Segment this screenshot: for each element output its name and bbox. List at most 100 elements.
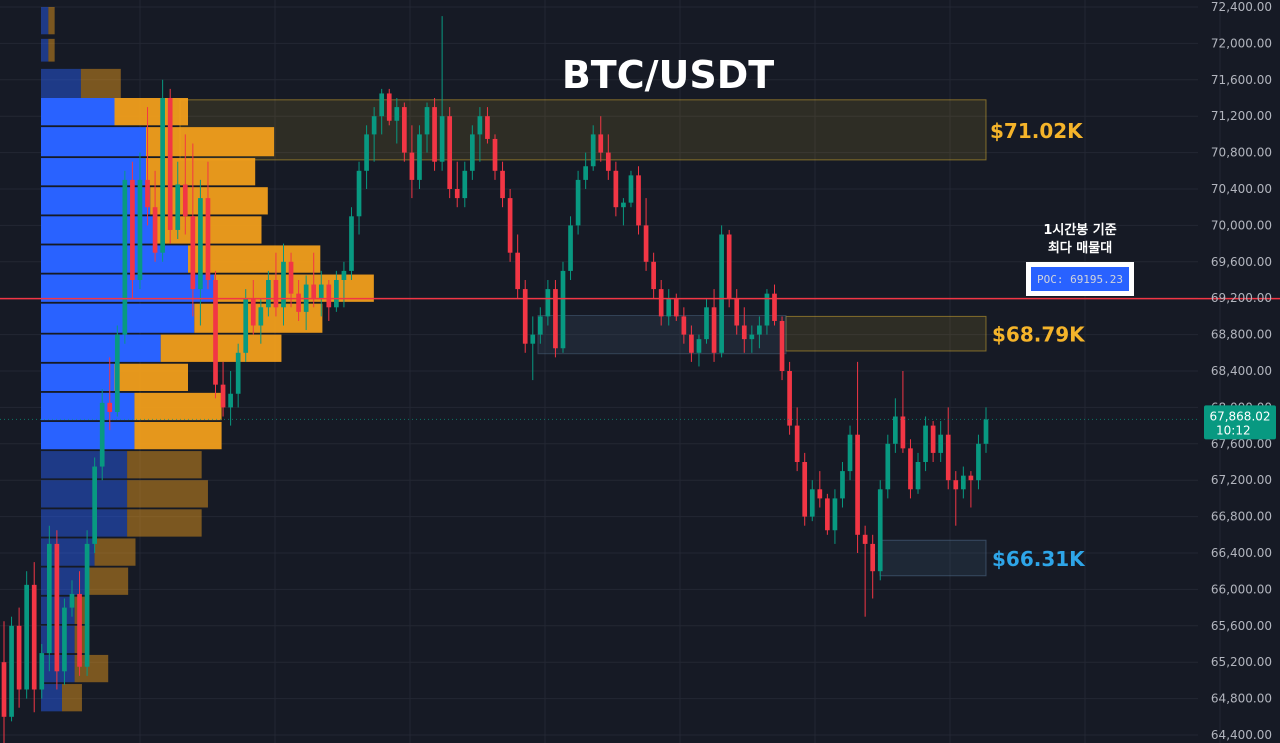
candle-body (1, 662, 7, 717)
vp-sell-bar (127, 480, 208, 508)
secondary-zone (537, 314, 787, 355)
candle-body (492, 138, 498, 171)
support-zone-label: $66.31K (992, 547, 1086, 571)
candle-body (213, 280, 218, 385)
candle-body (364, 134, 369, 171)
y-tick-label: 68,800.00 (1211, 328, 1272, 342)
candle-body (817, 489, 823, 499)
vp-buy-bar (41, 127, 146, 157)
vp-buy-bar (41, 7, 49, 35)
candle-body (84, 543, 90, 667)
vp-buy-bar (41, 98, 115, 126)
current-price-tag (1204, 405, 1276, 440)
vp-sell-bar (127, 509, 202, 537)
vp-sell-bar (48, 38, 55, 62)
mid-zone (785, 315, 987, 352)
vp-sell-bar (160, 334, 282, 362)
candle-body (69, 593, 75, 608)
candle-body (779, 320, 785, 371)
y-tick-label: 70,000.00 (1211, 218, 1272, 232)
candle-body (568, 225, 573, 271)
candle-body (696, 339, 702, 353)
vp-buy-bar (41, 480, 128, 508)
candle-body (334, 280, 339, 308)
candle-body (711, 307, 717, 353)
zones (179, 99, 987, 577)
candle-body (553, 289, 558, 349)
vp-buy-bar (41, 158, 146, 186)
current-price-countdown: 10:12 (1216, 423, 1251, 437)
candle-body (296, 293, 301, 312)
candle-body (681, 316, 687, 335)
candle-body (515, 252, 521, 290)
candle-body (938, 434, 944, 453)
candle-body (318, 284, 324, 299)
vp-sell-bar (48, 7, 55, 35)
vp-buy-bar (41, 684, 62, 712)
candle-body (847, 434, 853, 472)
y-tick-label: 71,600.00 (1211, 73, 1272, 87)
price-axis[interactable]: 64,400.00 64,800.00 65,200.00 65,600.00 66,0… (1211, 0, 1272, 742)
y-tick-label: 67,600.00 (1211, 437, 1272, 451)
candle-body (122, 179, 128, 335)
candle-body (734, 298, 740, 326)
candle-body (409, 152, 415, 180)
candle-body (945, 434, 951, 481)
candle-body (386, 93, 392, 121)
vp-sell-bar (62, 684, 82, 712)
candle-body (666, 298, 672, 317)
poc-label: POC: 69195.23 (1037, 273, 1123, 286)
candle-body (976, 443, 981, 481)
candle-body (243, 298, 249, 353)
poc-annotation: 1시간봉 기준 (1043, 222, 1116, 238)
candle-body (741, 325, 747, 340)
candle-body (160, 98, 165, 253)
candles (1, 16, 989, 743)
vp-buy-bar (41, 245, 188, 273)
candle-body (560, 270, 566, 349)
candle-body (198, 198, 203, 290)
chart-title: BTC/USDT (562, 53, 774, 97)
y-tick-label: 64,400.00 (1211, 728, 1272, 742)
candle-body (62, 607, 67, 672)
candle-body (92, 466, 97, 544)
candle-body (500, 170, 505, 199)
candle-body (658, 289, 664, 317)
candle-body (522, 289, 528, 344)
candle-body (220, 384, 226, 408)
candle-body (983, 419, 989, 444)
vp-sell-bar (134, 421, 222, 450)
candle-body (923, 425, 928, 462)
y-tick-label: 65,200.00 (1211, 655, 1272, 669)
candle-body (77, 593, 82, 667)
vp-sell-bar (94, 538, 136, 566)
candle-body (757, 325, 762, 335)
candle-body (953, 480, 959, 490)
candle-body (24, 584, 30, 690)
candle-body (477, 116, 483, 135)
candle-body (794, 425, 800, 462)
candle-body (870, 543, 876, 572)
candle-body (54, 543, 60, 672)
candle-body (651, 261, 656, 290)
candle-body (379, 93, 385, 117)
candle-body (454, 189, 460, 199)
candle-body (908, 448, 913, 490)
candle-body (311, 284, 317, 299)
y-tick-label: 68,400.00 (1211, 364, 1272, 378)
vp-buy-bar (41, 38, 49, 62)
candle-body (235, 352, 241, 394)
candle-body (636, 175, 641, 226)
candle-body (288, 261, 294, 294)
candle-body (356, 170, 362, 217)
candle-body (439, 116, 445, 162)
candle-body (273, 280, 279, 308)
candle-body (114, 334, 120, 412)
candle-body (930, 425, 936, 453)
candle-body (99, 402, 105, 467)
candle-body (145, 179, 150, 208)
candle-body (960, 475, 966, 490)
candle-body (575, 179, 581, 226)
y-tick-label: 71,200.00 (1211, 109, 1272, 123)
